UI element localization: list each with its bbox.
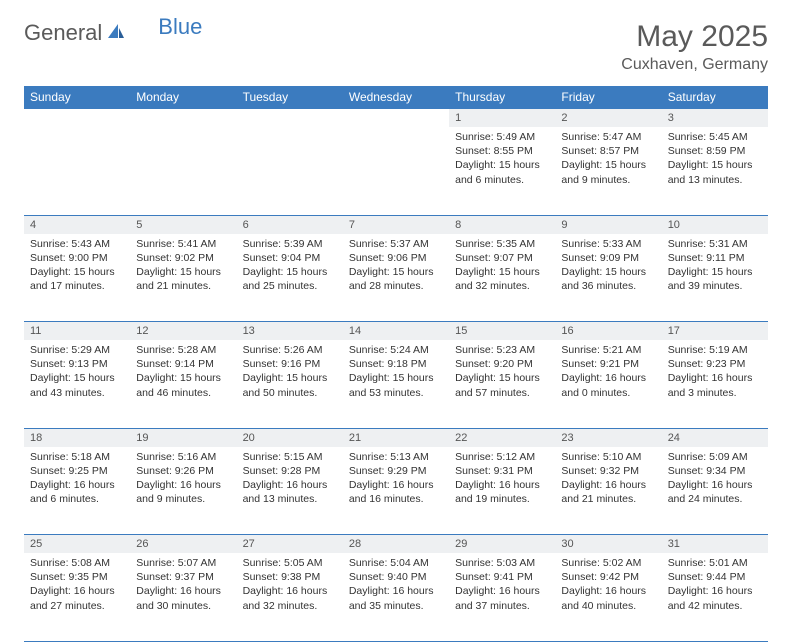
day-number-cell: 24 (662, 428, 768, 447)
day-detail-cell: Sunrise: 5:37 AMSunset: 9:06 PMDaylight:… (343, 234, 449, 322)
weekday-header: Thursday (449, 86, 555, 109)
day-number-row: 45678910 (24, 215, 768, 234)
day-detail-row: Sunrise: 5:29 AMSunset: 9:13 PMDaylight:… (24, 340, 768, 428)
day-number-row: 123 (24, 109, 768, 128)
day-number-cell: 31 (662, 535, 768, 554)
day-number-cell (24, 109, 130, 128)
day-number-cell: 14 (343, 322, 449, 341)
day-detail-cell: Sunrise: 5:23 AMSunset: 9:20 PMDaylight:… (449, 340, 555, 428)
day-number-cell: 21 (343, 428, 449, 447)
day-number-cell: 26 (130, 535, 236, 554)
day-number-cell: 28 (343, 535, 449, 554)
calendar-table: Sunday Monday Tuesday Wednesday Thursday… (24, 86, 768, 642)
day-number-cell: 30 (555, 535, 661, 554)
day-number-row: 11121314151617 (24, 322, 768, 341)
title-block: May 2025 Cuxhaven, Germany (621, 20, 768, 74)
day-number-cell: 18 (24, 428, 130, 447)
day-detail-cell: Sunrise: 5:39 AMSunset: 9:04 PMDaylight:… (237, 234, 343, 322)
page-header: General Blue May 2025 Cuxhaven, Germany (24, 20, 768, 74)
day-detail-row: Sunrise: 5:43 AMSunset: 9:00 PMDaylight:… (24, 234, 768, 322)
day-detail-cell: Sunrise: 5:29 AMSunset: 9:13 PMDaylight:… (24, 340, 130, 428)
day-number-row: 25262728293031 (24, 535, 768, 554)
day-number-cell: 16 (555, 322, 661, 341)
day-detail-cell: Sunrise: 5:02 AMSunset: 9:42 PMDaylight:… (555, 553, 661, 641)
weekday-header: Sunday (24, 86, 130, 109)
day-detail-cell: Sunrise: 5:24 AMSunset: 9:18 PMDaylight:… (343, 340, 449, 428)
day-detail-cell: Sunrise: 5:10 AMSunset: 9:32 PMDaylight:… (555, 447, 661, 535)
day-detail-cell: Sunrise: 5:09 AMSunset: 9:34 PMDaylight:… (662, 447, 768, 535)
day-number-cell: 8 (449, 215, 555, 234)
day-detail-cell: Sunrise: 5:45 AMSunset: 8:59 PMDaylight:… (662, 127, 768, 215)
brand-sail-icon (106, 22, 126, 45)
day-detail-cell: Sunrise: 5:08 AMSunset: 9:35 PMDaylight:… (24, 553, 130, 641)
day-number-cell: 9 (555, 215, 661, 234)
weekday-header: Friday (555, 86, 661, 109)
day-number-cell: 2 (555, 109, 661, 128)
day-detail-cell: Sunrise: 5:31 AMSunset: 9:11 PMDaylight:… (662, 234, 768, 322)
day-detail-cell: Sunrise: 5:16 AMSunset: 9:26 PMDaylight:… (130, 447, 236, 535)
day-number-cell: 13 (237, 322, 343, 341)
day-detail-cell: Sunrise: 5:35 AMSunset: 9:07 PMDaylight:… (449, 234, 555, 322)
day-detail-row: Sunrise: 5:08 AMSunset: 9:35 PMDaylight:… (24, 553, 768, 641)
weekday-header: Tuesday (237, 86, 343, 109)
day-number-cell: 11 (24, 322, 130, 341)
day-detail-cell (237, 127, 343, 215)
day-number-cell: 22 (449, 428, 555, 447)
day-detail-row: Sunrise: 5:49 AMSunset: 8:55 PMDaylight:… (24, 127, 768, 215)
day-detail-cell: Sunrise: 5:21 AMSunset: 9:21 PMDaylight:… (555, 340, 661, 428)
day-detail-cell: Sunrise: 5:41 AMSunset: 9:02 PMDaylight:… (130, 234, 236, 322)
day-number-cell: 10 (662, 215, 768, 234)
brand-part2: Blue (158, 14, 202, 40)
location-subtitle: Cuxhaven, Germany (621, 56, 768, 74)
day-number-cell: 3 (662, 109, 768, 128)
day-number-cell: 5 (130, 215, 236, 234)
day-number-cell: 17 (662, 322, 768, 341)
day-detail-cell: Sunrise: 5:19 AMSunset: 9:23 PMDaylight:… (662, 340, 768, 428)
day-detail-cell: Sunrise: 5:26 AMSunset: 9:16 PMDaylight:… (237, 340, 343, 428)
day-detail-cell (343, 127, 449, 215)
day-number-cell: 23 (555, 428, 661, 447)
day-detail-cell: Sunrise: 5:18 AMSunset: 9:25 PMDaylight:… (24, 447, 130, 535)
day-number-row: 18192021222324 (24, 428, 768, 447)
brand-logo: General Blue (24, 20, 202, 46)
day-number-cell: 6 (237, 215, 343, 234)
day-number-cell: 4 (24, 215, 130, 234)
day-detail-cell: Sunrise: 5:07 AMSunset: 9:37 PMDaylight:… (130, 553, 236, 641)
day-detail-cell: Sunrise: 5:13 AMSunset: 9:29 PMDaylight:… (343, 447, 449, 535)
day-detail-cell: Sunrise: 5:04 AMSunset: 9:40 PMDaylight:… (343, 553, 449, 641)
day-detail-row: Sunrise: 5:18 AMSunset: 9:25 PMDaylight:… (24, 447, 768, 535)
day-number-cell: 15 (449, 322, 555, 341)
day-number-cell: 19 (130, 428, 236, 447)
month-year-title: May 2025 (621, 20, 768, 54)
day-detail-cell (24, 127, 130, 215)
day-number-cell: 29 (449, 535, 555, 554)
day-number-cell: 20 (237, 428, 343, 447)
day-number-cell (343, 109, 449, 128)
weekday-header-row: Sunday Monday Tuesday Wednesday Thursday… (24, 86, 768, 109)
weekday-header: Monday (130, 86, 236, 109)
day-detail-cell: Sunrise: 5:47 AMSunset: 8:57 PMDaylight:… (555, 127, 661, 215)
day-number-cell: 7 (343, 215, 449, 234)
day-detail-cell (130, 127, 236, 215)
day-detail-cell: Sunrise: 5:05 AMSunset: 9:38 PMDaylight:… (237, 553, 343, 641)
day-detail-cell: Sunrise: 5:49 AMSunset: 8:55 PMDaylight:… (449, 127, 555, 215)
day-detail-cell: Sunrise: 5:01 AMSunset: 9:44 PMDaylight:… (662, 553, 768, 641)
brand-part1: General (24, 20, 102, 46)
day-number-cell (130, 109, 236, 128)
day-number-cell: 12 (130, 322, 236, 341)
day-detail-cell: Sunrise: 5:33 AMSunset: 9:09 PMDaylight:… (555, 234, 661, 322)
day-number-cell: 1 (449, 109, 555, 128)
day-detail-cell: Sunrise: 5:15 AMSunset: 9:28 PMDaylight:… (237, 447, 343, 535)
day-number-cell: 27 (237, 535, 343, 554)
day-detail-cell: Sunrise: 5:12 AMSunset: 9:31 PMDaylight:… (449, 447, 555, 535)
weekday-header: Saturday (662, 86, 768, 109)
day-number-cell (237, 109, 343, 128)
day-detail-cell: Sunrise: 5:03 AMSunset: 9:41 PMDaylight:… (449, 553, 555, 641)
day-number-cell: 25 (24, 535, 130, 554)
day-detail-cell: Sunrise: 5:43 AMSunset: 9:00 PMDaylight:… (24, 234, 130, 322)
weekday-header: Wednesday (343, 86, 449, 109)
day-detail-cell: Sunrise: 5:28 AMSunset: 9:14 PMDaylight:… (130, 340, 236, 428)
